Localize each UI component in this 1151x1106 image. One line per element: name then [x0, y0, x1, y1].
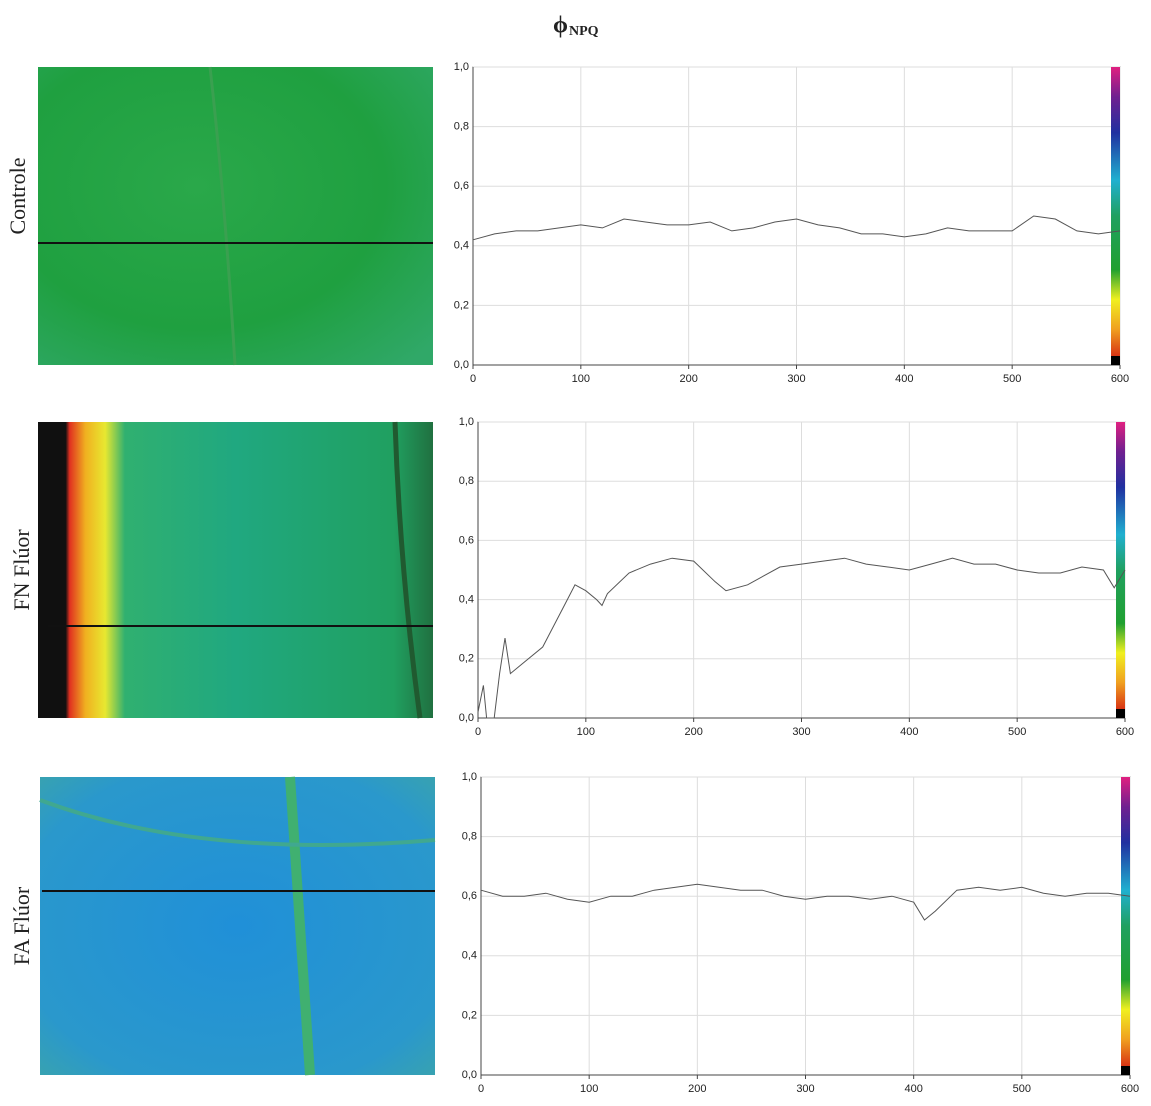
y-tick-label: 0,0 — [454, 359, 469, 371]
y-tick-label: 0,4 — [454, 240, 469, 252]
x-tick-label: 400 — [900, 726, 918, 738]
x-tick-label: 300 — [792, 726, 810, 738]
y-tick-label: 0,8 — [459, 475, 474, 487]
y-tick-label: 1,0 — [462, 771, 477, 783]
colorbar — [1121, 777, 1130, 1075]
y-tick-label: 0,2 — [454, 299, 469, 311]
y-tick-label: 1,0 — [454, 61, 469, 73]
title: ϕ — [553, 13, 568, 39]
colorbar-end — [1116, 709, 1125, 718]
y-tick-label: 0,6 — [459, 534, 474, 546]
y-tick-label: 0,8 — [454, 121, 469, 133]
y-tick-label: 0,2 — [462, 1009, 477, 1021]
y-tick-label: 0,8 — [462, 831, 477, 843]
x-tick-label: 0 — [478, 1083, 484, 1095]
x-tick-label: 200 — [684, 726, 702, 738]
colorbar — [1111, 67, 1120, 365]
x-tick-label: 400 — [904, 1083, 922, 1095]
x-tick-label: 600 — [1111, 373, 1129, 385]
data-line — [480, 883, 1131, 921]
y-tick-label: 0,0 — [462, 1069, 477, 1081]
x-tick-label: 100 — [577, 726, 595, 738]
x-tick-label: 600 — [1116, 726, 1134, 738]
x-tick-label: 500 — [1003, 373, 1021, 385]
x-tick-label: 100 — [572, 373, 590, 385]
data-line — [477, 557, 1126, 719]
y-tick-label: 0,4 — [459, 594, 474, 606]
title-subscript: NPQ — [569, 24, 599, 39]
x-tick-label: 200 — [679, 373, 697, 385]
y-tick-label: 0,2 — [459, 653, 474, 665]
colorbar-end — [1121, 1066, 1130, 1075]
x-tick-label: 300 — [796, 1083, 814, 1095]
row-label: Controle — [5, 158, 30, 235]
x-tick-label: 500 — [1013, 1083, 1031, 1095]
x-tick-label: 400 — [895, 373, 913, 385]
x-tick-label: 100 — [580, 1083, 598, 1095]
leaf-image-1 — [38, 66, 433, 366]
x-tick-label: 300 — [787, 373, 805, 385]
row-label: FA Flúor — [9, 886, 34, 965]
y-tick-label: 1,0 — [459, 416, 474, 428]
y-tick-label: 0,4 — [462, 950, 477, 962]
colorbar-end — [1111, 356, 1120, 365]
leaf-image-2 — [38, 421, 433, 719]
x-tick-label: 200 — [688, 1083, 706, 1095]
leaf-image-3 — [39, 776, 436, 1076]
y-tick-label: 0,6 — [454, 180, 469, 192]
x-tick-label: 0 — [470, 373, 476, 385]
row-label: FN Flúor — [9, 529, 34, 611]
data-line — [472, 215, 1121, 241]
colorbar — [1116, 422, 1125, 718]
y-tick-label: 0,6 — [462, 890, 477, 902]
x-tick-label: 500 — [1008, 726, 1026, 738]
x-tick-label: 0 — [475, 726, 481, 738]
y-tick-label: 0,0 — [459, 712, 474, 724]
x-tick-label: 600 — [1121, 1083, 1139, 1095]
